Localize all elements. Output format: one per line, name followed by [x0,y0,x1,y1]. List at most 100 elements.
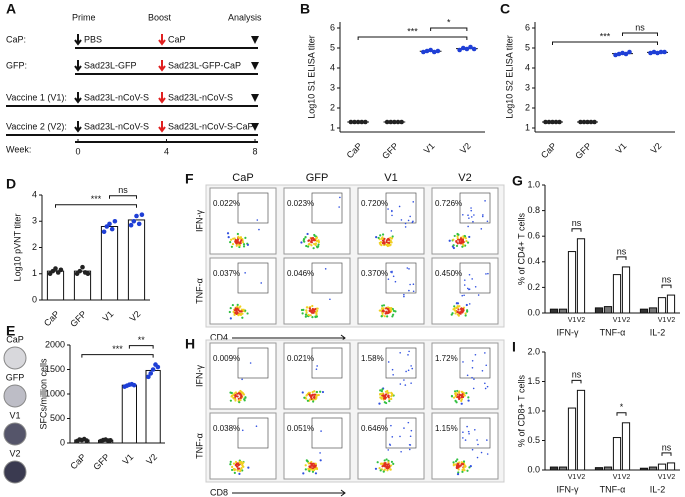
event-dot [391,271,393,274]
event-dot [311,467,315,470]
event-dot [400,219,403,221]
event-dot [456,473,460,476]
data-point [150,367,156,372]
series-label: V1 [568,317,577,324]
x-tick-label: V2 [649,141,664,156]
event-dot [231,465,234,468]
event-dot [240,310,243,313]
event-dot [486,385,489,388]
event-dot [242,243,246,246]
boost-vector: Sad23L-GFP-CaP [168,60,241,70]
week-value: 0 [75,146,80,156]
y-tick-label: 1.0 [527,405,540,415]
flow-plot [357,412,425,480]
event-dot [461,241,464,244]
bar [594,467,604,471]
event-dot [231,242,235,246]
series-label: V2 [622,474,631,481]
event-dot [412,283,415,286]
event-dot [313,393,316,396]
event-dot [384,393,388,396]
panel-letter: F [185,171,194,187]
column-label: GFP [306,172,329,184]
event-dot [311,393,314,396]
event-dot [312,468,316,472]
event-dot [470,209,473,212]
data-point [546,119,552,125]
event-dot [471,376,473,379]
boost-arrow [158,121,166,133]
event-dot [399,383,402,385]
event-dot [229,463,232,466]
event-dot [383,237,386,240]
flow-plot [209,342,277,410]
event-dot [247,466,250,469]
y-tick-label: 1 [525,122,530,132]
event-dot [406,267,409,269]
panel-letter: G [512,173,523,189]
event-dot [311,304,314,308]
bar [648,307,658,314]
event-dot [314,243,317,246]
event-dot [315,390,319,394]
boost-vector: Sad23L-nCoV-S [168,92,233,102]
event-dot [404,222,407,225]
data-point [655,50,660,56]
event-dot [474,353,477,356]
percent-label: 0.022% [213,199,240,208]
gate [385,192,417,224]
data-point [613,52,618,58]
data-point [543,119,548,125]
data-point [58,267,64,273]
event-dot [454,395,457,398]
event-dot [316,309,319,313]
event-dot [256,219,259,221]
bar [73,270,92,301]
event-dot [384,390,388,393]
event-dot [387,449,390,451]
event-dot [319,452,321,454]
event-dot [482,214,484,216]
event-dot [232,462,236,465]
percent-label: 0.037% [213,269,240,278]
event-dot [314,472,318,475]
event-dot [473,378,475,380]
percent-label: 0.038% [213,424,240,433]
week-label: Week: [6,144,31,154]
event-dot [304,235,307,239]
percent-label: 1.15% [435,424,458,433]
event-dot [457,308,460,311]
bar [558,308,568,314]
event-dot [242,461,245,464]
event-dot [387,308,390,311]
event-dot [232,467,236,471]
well-label: V1 [9,410,20,420]
y-tick-label: 4 [525,62,530,72]
event-dot [243,398,246,401]
event-dot [230,468,234,472]
percent-label: 0.720% [361,199,388,208]
data-point [588,119,594,125]
event-dot [469,465,472,468]
event-dot [316,246,319,249]
data-point [155,364,161,370]
event-dot [381,312,384,315]
analysis-marker [251,62,259,70]
event-dot [314,307,317,311]
elispot-well [3,422,27,446]
event-dot [481,215,484,218]
event-dot [226,232,230,235]
event-dot [450,394,454,398]
event-dot [460,399,463,402]
event-dot [390,464,393,467]
event-dot [238,401,241,404]
event-dot [383,459,386,462]
event-dot [384,307,388,310]
x-tick-label: V1 [614,141,629,156]
event-dot [241,241,245,244]
analysis-marker [251,36,259,44]
axis-arrow [232,489,346,497]
event-dot [467,225,469,228]
data-point [148,371,154,376]
event-dot [403,379,405,381]
